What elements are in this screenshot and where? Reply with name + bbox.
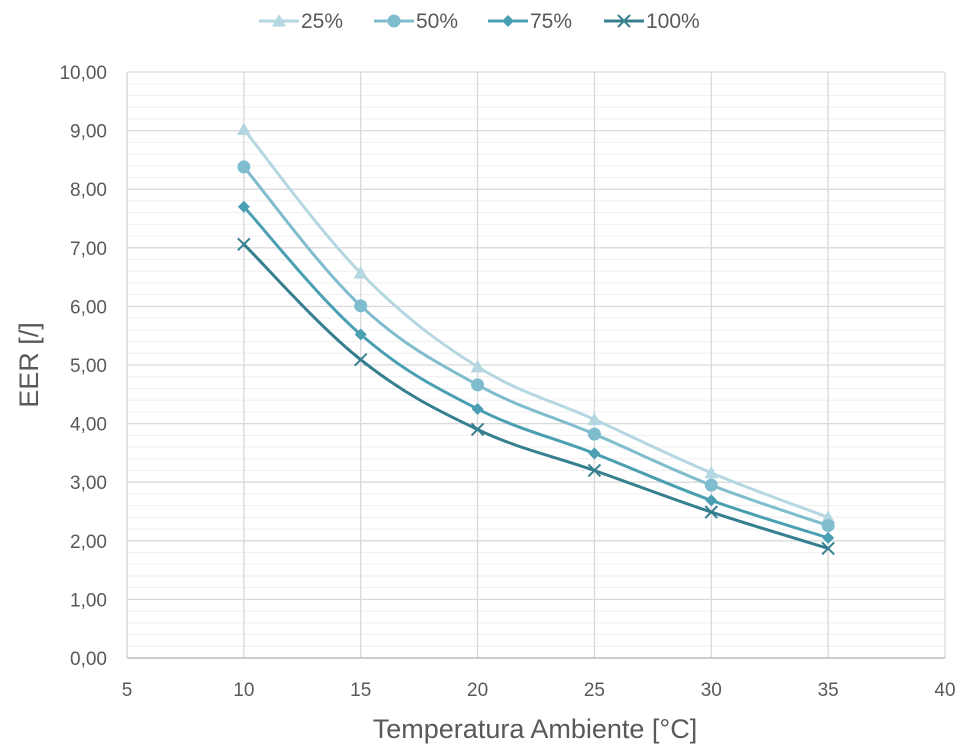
legend-item: 25% — [259, 10, 343, 33]
x-axis-title: Temperatura Ambiente [°C] — [373, 714, 697, 744]
legend-label: 75% — [530, 10, 572, 33]
x-tick-label: 35 — [818, 680, 839, 701]
tick-labels: 0,00 1,00 2,00 3,00 4,00 5,00 6,00 7,00 8,00 9,00… — [59, 63, 955, 701]
data-point — [237, 200, 250, 213]
x-tick-label: 5 — [122, 680, 133, 701]
data-point — [587, 427, 601, 441]
series-line — [242, 243, 829, 550]
y-tick-label: 5,00 — [70, 356, 107, 377]
data-point — [704, 465, 719, 479]
y-tick-label: 9,00 — [70, 122, 107, 143]
legend-marker — [502, 15, 514, 27]
y-tick-label: 1,00 — [70, 590, 107, 611]
data-point — [821, 510, 836, 523]
data-point — [236, 122, 251, 136]
x-tick-label: 40 — [934, 680, 955, 701]
data-point — [354, 328, 367, 341]
series-3 — [237, 237, 835, 556]
data-point — [471, 378, 485, 392]
data-point — [470, 422, 485, 437]
x-tick-label: 30 — [701, 680, 722, 701]
y-tick-label: 4,00 — [70, 415, 107, 436]
data-point — [587, 412, 602, 426]
y-tick-label: 0,00 — [70, 649, 107, 670]
y-tick-label: 8,00 — [70, 180, 107, 201]
data-point — [354, 299, 368, 313]
data-point — [353, 265, 368, 279]
data-point — [470, 359, 485, 373]
data-point — [821, 541, 835, 556]
series-1 — [237, 160, 835, 533]
data-point — [587, 463, 602, 478]
data-point — [705, 494, 718, 507]
data-point — [237, 237, 251, 251]
data-point — [704, 478, 718, 492]
legend-item: 75% — [488, 10, 572, 33]
series-line — [242, 165, 829, 527]
data-point — [822, 531, 835, 544]
data-point — [237, 160, 251, 174]
y-tick-label: 10,00 — [59, 63, 107, 84]
y-tick-label: 2,00 — [70, 532, 107, 553]
x-tick-label: 20 — [467, 680, 488, 701]
data-point — [821, 519, 835, 533]
legend-marker — [272, 14, 286, 27]
data-point — [588, 447, 601, 460]
legend-item: 50% — [374, 10, 458, 33]
legend-label: 100% — [646, 10, 700, 33]
series-line — [242, 205, 829, 540]
data-point — [354, 353, 368, 367]
legend-label: 25% — [301, 10, 343, 33]
axes — [126, 72, 945, 659]
legend-item: 100% — [604, 10, 700, 33]
data-point — [704, 505, 718, 519]
y-tick-label: 7,00 — [70, 239, 107, 260]
legend-marker — [387, 14, 401, 28]
legend-label: 50% — [416, 10, 458, 33]
y-tick-label: 3,00 — [70, 473, 107, 494]
grid — [126, 71, 946, 659]
series-2 — [237, 200, 835, 544]
x-tick-label: 25 — [584, 680, 605, 701]
series-line — [242, 128, 829, 519]
x-tick-label: 15 — [350, 680, 371, 701]
legend-marker — [617, 14, 631, 28]
x-tick-label: 10 — [233, 680, 254, 701]
series-group — [236, 122, 836, 556]
data-point — [471, 402, 484, 415]
series-0 — [236, 122, 836, 523]
y-axis-title: EER [/] — [14, 322, 44, 408]
legend: 25% 50% 75% 100% — [259, 10, 700, 33]
y-tick-label: 6,00 — [70, 297, 107, 318]
